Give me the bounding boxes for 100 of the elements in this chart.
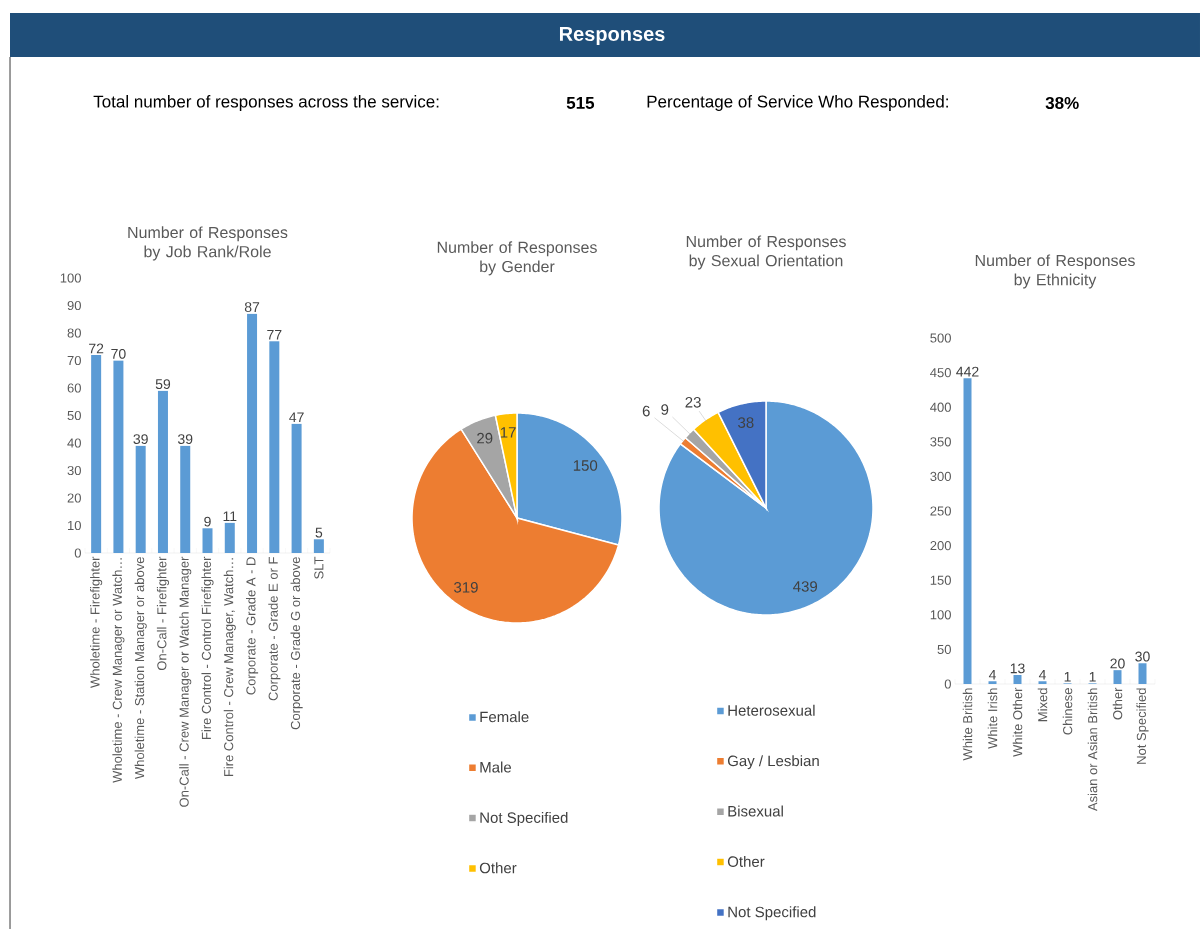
data-label: 29 (477, 432, 493, 444)
legend-label: Male (480, 761, 512, 773)
data-label: 1 (1064, 671, 1071, 682)
data-label: 70 (111, 348, 126, 359)
data-label: 87 (244, 302, 260, 313)
data-label: 4 (1038, 669, 1046, 680)
text: Percentage of Service Who Responded: (647, 95, 948, 111)
data-label: 6 (642, 405, 650, 417)
y-tick-label: 10 (68, 520, 81, 531)
y-tick-label: 70 (67, 355, 81, 366)
data-label: 72 (89, 343, 104, 354)
bar (113, 360, 124, 553)
data-label: 17 (500, 427, 516, 438)
data-label: 439 (793, 581, 818, 592)
chart-title: Number of Responses by Ethnicity (975, 254, 1135, 289)
legend-label: Gay / Lesbian (727, 755, 819, 770)
y-tick-label: 300 (930, 471, 951, 482)
y-tick-label: 30 (67, 465, 81, 476)
text: 38% (1045, 96, 1079, 110)
y-tick-label: 50 (67, 410, 81, 421)
data-label: 39 (133, 434, 148, 445)
x-tick-label: Corporate - Grade A - D (245, 557, 259, 695)
data-label: 11 (223, 511, 237, 522)
x-tick-label: White Other (1012, 687, 1023, 757)
bar (963, 378, 972, 684)
bar (247, 313, 258, 553)
x-tick-label: Not Specified (1136, 688, 1149, 764)
x-tick-label: Fire Control - Control Firefighter (201, 556, 214, 739)
data-label: 442 (956, 366, 979, 377)
chart-title: Number of Responses by Job Rank/Role (128, 226, 288, 261)
data-label: 39 (177, 434, 193, 445)
bar (1138, 663, 1147, 684)
x-tick-label: Corporate - Grade G or above (290, 557, 303, 730)
legend-label: Heterosexual (728, 704, 815, 716)
data-label: 59 (155, 379, 171, 390)
chart-title: Number of Responses by Sexual Orientation (686, 235, 846, 270)
data-label: 13 (1010, 663, 1025, 674)
data-label: 23 (685, 397, 701, 408)
bar (224, 522, 235, 553)
x-tick-label: On-Call - Firefighter (156, 556, 170, 671)
data-label: 47 (289, 412, 304, 423)
y-tick-label: 60 (67, 383, 81, 393)
bar (1113, 670, 1122, 684)
y-tick-label: 0 (944, 679, 951, 689)
bar (291, 423, 302, 553)
x-tick-label: Corporate - Grade E or F (268, 557, 281, 701)
data-label: 38 (738, 417, 754, 428)
y-tick-label: 0 (74, 548, 81, 558)
legend-label: Not Specified (728, 906, 816, 921)
x-tick-label: Other (1112, 687, 1123, 720)
x-tick-label: White British (962, 688, 973, 761)
data-label: 4 (988, 669, 996, 680)
bar (157, 390, 168, 553)
x-tick-label: Chinese (1062, 688, 1073, 735)
data-label: 319 (454, 582, 478, 593)
data-label: 30 (1135, 651, 1150, 662)
y-tick-label: 200 (930, 541, 951, 551)
x-tick-label: Asian or Asian British (1087, 688, 1098, 812)
bar (988, 681, 997, 684)
y-tick-label: 250 (930, 506, 951, 516)
data-label: 150 (573, 460, 598, 471)
y-tick-label: 100 (60, 273, 81, 283)
x-tick-label: Wholetime - Crew Manager or Watch… (112, 558, 125, 783)
legend-label: Other (727, 855, 765, 867)
x-tick-label: SLT (314, 556, 324, 579)
bar (180, 445, 191, 553)
chart-title: Number of Responses by Gender (437, 241, 597, 276)
bar (269, 341, 280, 553)
legend-label: Not Specified (480, 811, 568, 826)
data-label: 5 (315, 527, 323, 538)
text: Total number of responses across the service: (93, 95, 439, 111)
y-tick-label: 20 (67, 493, 81, 503)
bar (91, 355, 102, 553)
y-tick-label: 400 (930, 402, 951, 412)
y-tick-label: 50 (937, 644, 951, 654)
data-label: 77 (267, 329, 282, 340)
x-tick-label: Mixed (1037, 688, 1048, 722)
x-tick-label: On-Call - Crew Manager or Watch Manager (179, 556, 192, 807)
text: Responses (559, 27, 665, 45)
y-tick-label: 450 (930, 368, 951, 378)
x-tick-label: Wholetime - Station Manager or above (134, 557, 147, 780)
y-tick-label: 500 (930, 333, 951, 343)
y-tick-label: 80 (67, 328, 81, 338)
data-label: 1 (1089, 671, 1096, 682)
bar (202, 528, 213, 553)
x-tick-label: Wholetime - Firefighter (90, 556, 103, 688)
y-tick-label: 40 (67, 438, 81, 448)
data-label: 20 (1110, 658, 1125, 669)
y-tick-label: 150 (930, 575, 951, 585)
x-tick-label: White Irish (987, 688, 998, 749)
bar (1038, 681, 1047, 684)
x-tick-label: Fire Control - Crew Manager, Watch… (223, 558, 236, 777)
bar (135, 445, 146, 553)
y-tick-label: 90 (67, 300, 81, 311)
legend-label: Bisexual (728, 805, 783, 817)
data-label: 9 (204, 516, 211, 527)
text: 515 (566, 97, 595, 109)
y-tick-label: 100 (930, 610, 951, 620)
y-tick-label: 350 (930, 437, 951, 447)
legend-label: Other (479, 862, 517, 874)
